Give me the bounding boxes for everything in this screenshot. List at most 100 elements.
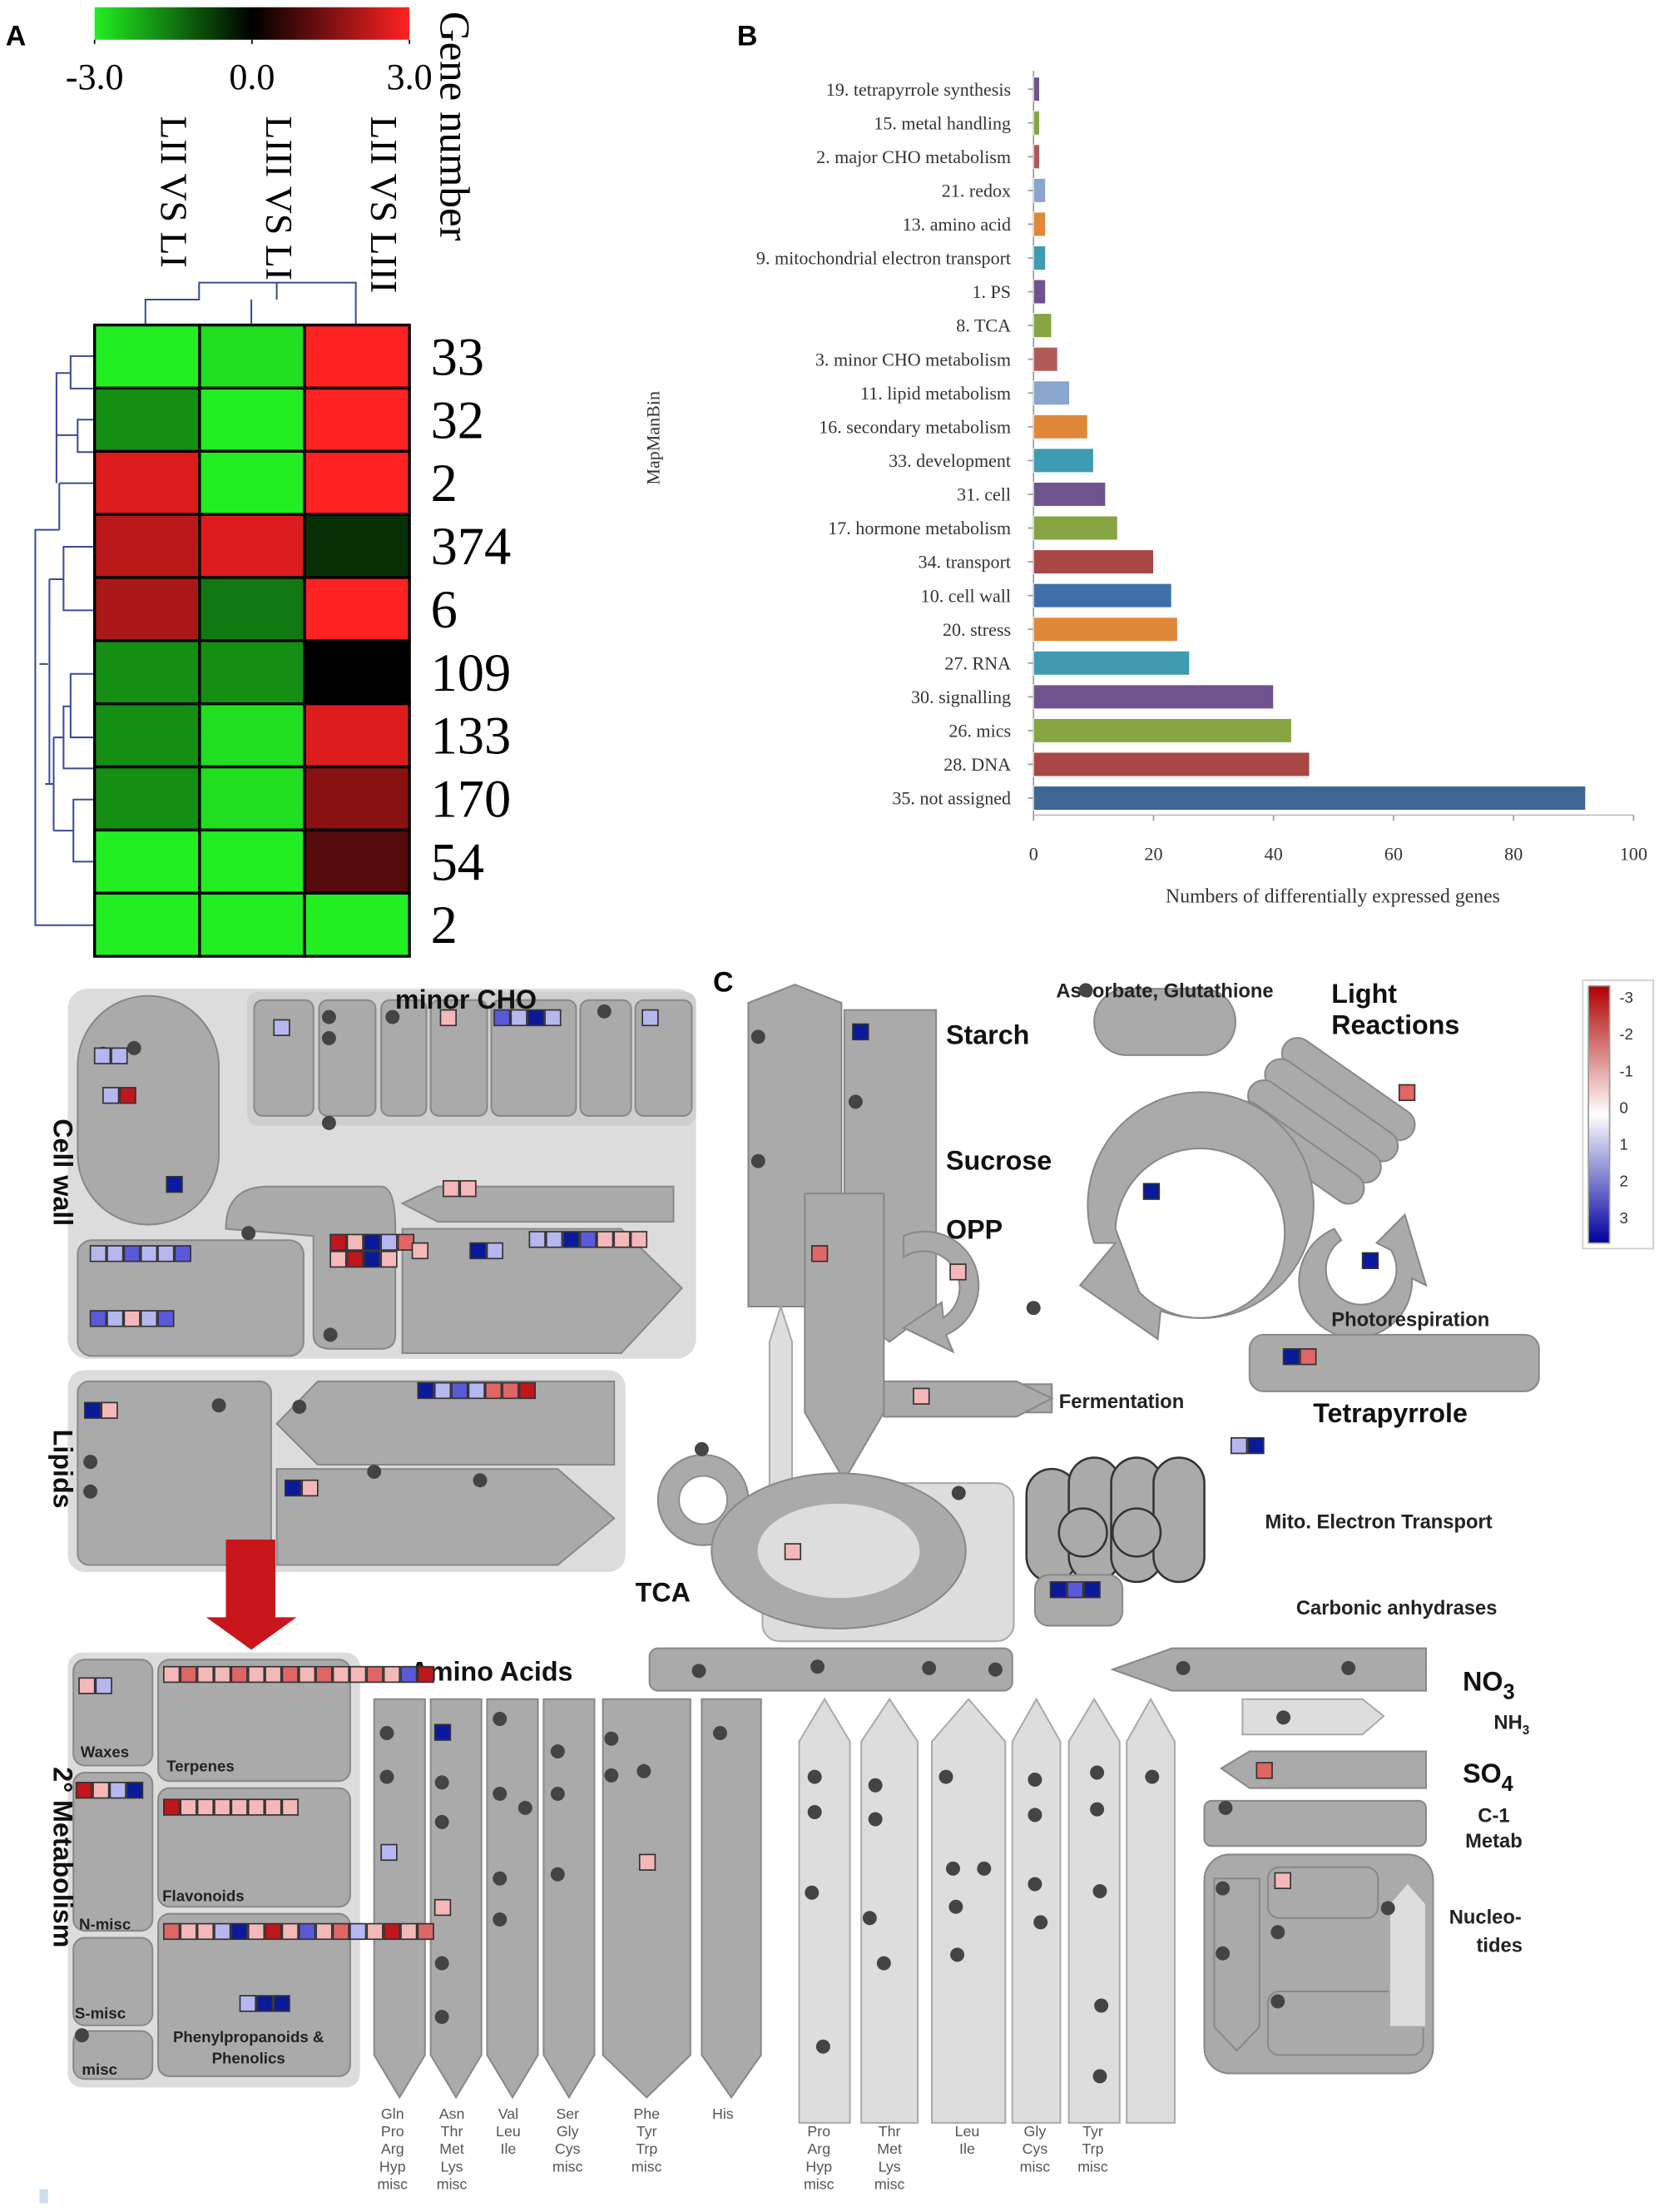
fold-square bbox=[579, 1231, 597, 1248]
heat-cell bbox=[198, 702, 306, 769]
heat-cell bbox=[93, 323, 201, 390]
fold-square bbox=[486, 1242, 503, 1260]
fold-square bbox=[1049, 1581, 1067, 1599]
heat-cell bbox=[303, 576, 411, 642]
fold-square bbox=[78, 1677, 96, 1694]
heat-cell bbox=[303, 702, 411, 769]
fold-square bbox=[346, 1250, 364, 1268]
fold-square bbox=[265, 1665, 282, 1684]
heat-cell bbox=[303, 765, 411, 832]
heat-cell bbox=[93, 513, 201, 579]
label: Terpenes bbox=[166, 1757, 235, 1774]
aa-label: Met bbox=[439, 2140, 464, 2157]
y-axis-label: MapManBin bbox=[643, 391, 664, 485]
aa-label: His bbox=[712, 2105, 734, 2122]
bar bbox=[1033, 144, 1040, 170]
row-label: 374 bbox=[431, 517, 512, 576]
label: NO3 bbox=[1463, 1667, 1515, 1704]
fold-square bbox=[157, 1245, 175, 1262]
dot bbox=[211, 1398, 226, 1413]
y-tick-label: 8. TCA bbox=[956, 315, 1011, 336]
fold-square bbox=[93, 1047, 111, 1064]
label: NH3 bbox=[1493, 1711, 1529, 1738]
aa-label: Hyp bbox=[805, 2158, 832, 2175]
y-tick-label: 2. major CHO metabolism bbox=[816, 146, 1011, 167]
fold-square bbox=[298, 1665, 316, 1684]
legend-tick-label: 3 bbox=[1619, 1209, 1627, 1227]
fold-square bbox=[1255, 1762, 1273, 1779]
y-tick-label: 1. PS bbox=[972, 281, 1011, 302]
dot bbox=[1094, 1998, 1109, 2013]
dot bbox=[750, 1153, 765, 1168]
y-tick-label: 19. tetrapyrrole synthesis bbox=[826, 79, 1011, 100]
aa-label: Lys bbox=[441, 2158, 463, 2175]
fold-square bbox=[784, 1543, 802, 1560]
aa-label: misc bbox=[1020, 2158, 1051, 2175]
aa-label: Leu bbox=[496, 2123, 521, 2140]
dot bbox=[493, 1912, 508, 1927]
bar bbox=[1033, 313, 1052, 338]
dot bbox=[1276, 1710, 1291, 1725]
aa-label: misc bbox=[631, 2158, 662, 2175]
fold-square bbox=[417, 1665, 434, 1684]
dot bbox=[1092, 2069, 1107, 2084]
fold-square bbox=[298, 1922, 316, 1941]
legend-tick-label: 2 bbox=[1619, 1173, 1627, 1190]
dot bbox=[862, 1911, 877, 1926]
dot bbox=[1078, 983, 1093, 998]
aa-label: misc bbox=[1077, 2158, 1108, 2175]
bar bbox=[1033, 617, 1178, 642]
aa-label: Cys bbox=[555, 2140, 581, 2157]
label: Flavonoids bbox=[162, 1887, 244, 1904]
dot bbox=[1028, 1808, 1042, 1823]
row-header: Gene number bbox=[430, 12, 477, 241]
bar bbox=[1033, 515, 1118, 541]
fold-square bbox=[400, 1922, 418, 1941]
aa-label: Asn bbox=[439, 2105, 465, 2122]
dot bbox=[868, 1812, 883, 1827]
label: Reactions bbox=[1331, 1009, 1459, 1039]
fold-square bbox=[493, 1009, 511, 1027]
fold-square bbox=[484, 1381, 503, 1400]
fold-square bbox=[315, 1665, 333, 1684]
fold-square bbox=[1067, 1581, 1084, 1599]
label: Lipids bbox=[47, 1430, 77, 1509]
heat-cell bbox=[303, 449, 411, 516]
label: Cell wall bbox=[47, 1118, 77, 1226]
heat-cell bbox=[198, 449, 306, 516]
row-label: 32 bbox=[431, 390, 484, 449]
dot bbox=[1341, 1660, 1356, 1675]
fold-square bbox=[433, 1898, 452, 1917]
heat-cell bbox=[303, 323, 411, 390]
label: S-misc bbox=[75, 2004, 126, 2021]
aa-label: Thr bbox=[441, 2123, 463, 2140]
fold-square bbox=[281, 1798, 299, 1816]
aa-label: Met bbox=[877, 2140, 902, 2157]
y-tick-label: 26. mics bbox=[948, 721, 1011, 741]
dot bbox=[815, 2039, 830, 2054]
aa-label: misc bbox=[437, 2176, 468, 2193]
fold-square bbox=[281, 1922, 299, 1941]
y-tick-label: 16. secondary metabolism bbox=[819, 416, 1011, 437]
fold-square bbox=[451, 1381, 468, 1400]
dot bbox=[805, 1885, 820, 1900]
dot bbox=[750, 1029, 765, 1044]
dot bbox=[1176, 1660, 1191, 1675]
fold-square bbox=[433, 1381, 452, 1400]
aa-label: Ile bbox=[501, 2140, 517, 2157]
pathway-box bbox=[486, 1698, 539, 2100]
aa-label: Tyr bbox=[1082, 2123, 1103, 2140]
legend-tick-label: 1 bbox=[1619, 1136, 1627, 1153]
y-tick-label: 15. metal handling bbox=[874, 112, 1011, 133]
bar bbox=[1033, 346, 1058, 372]
fold-square bbox=[95, 1677, 112, 1694]
colorbar-tick-label: 3.0 bbox=[387, 57, 433, 97]
fold-square bbox=[641, 1009, 659, 1027]
heat-cell bbox=[93, 702, 201, 769]
fold-square bbox=[596, 1231, 614, 1248]
fold-square bbox=[397, 1233, 415, 1251]
aa-label: Trp bbox=[636, 2140, 657, 2157]
dot bbox=[321, 1031, 336, 1046]
fold-square bbox=[852, 1023, 869, 1041]
